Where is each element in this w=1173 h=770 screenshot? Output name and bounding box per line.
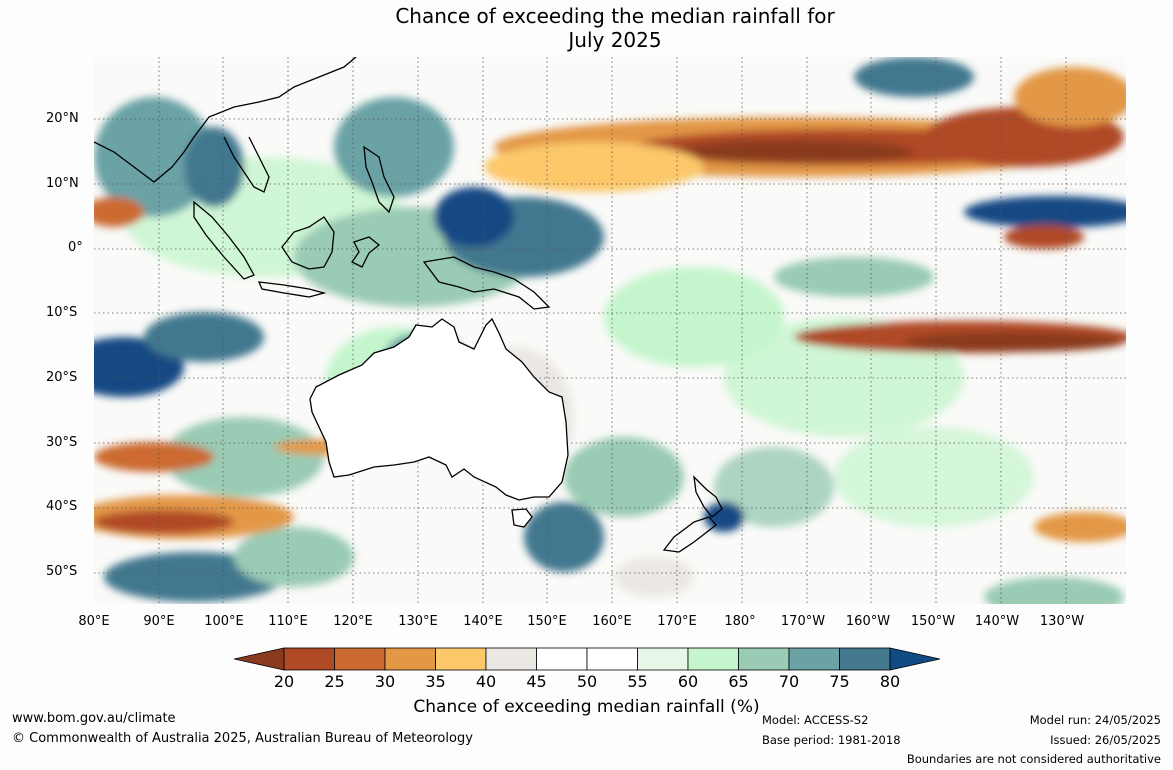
philippines-coastline [363, 145, 395, 214]
colorbar-segment [586, 647, 638, 671]
colorbar-segment [536, 647, 588, 671]
new-guinea-coastline [422, 256, 551, 310]
sulawesi-coastline [351, 236, 381, 268]
lon-label: 150°E [527, 614, 567, 629]
map-title: Chance of exceeding the median rainfall … [0, 4, 1173, 52]
lon-label: 140°E [463, 614, 503, 629]
colorbar-title: Chance of exceeding median rainfall (%) [413, 697, 760, 717]
base-period: Base period: 1981-2018 [762, 733, 901, 747]
lat-label: 20°S [46, 370, 78, 385]
colorbar-tick-label: 65 [728, 672, 749, 691]
colorbar-arrow-low [233, 647, 285, 671]
colorbar-tick-label: 55 [627, 672, 648, 691]
colorbar-segment [738, 647, 790, 671]
colorbar-tick-label: 25 [324, 672, 345, 691]
map-svg [94, 57, 1126, 604]
colorbar-tick-label: 75 [829, 672, 850, 691]
sumatra-coastline [193, 200, 255, 280]
colorbar-segment [788, 647, 840, 671]
colorbar-svg [233, 647, 941, 671]
lon-label: 180° [724, 614, 756, 629]
colorbar-tick-label: 80 [879, 672, 901, 691]
colorbar-tick-label: 35 [425, 672, 446, 691]
lon-label: 160°E [592, 614, 632, 629]
colorbar-segment [384, 647, 436, 671]
lon-label: 100°E [204, 614, 244, 629]
colorbar-segment [283, 647, 335, 671]
model-name: Model: ACCESS-S2 [762, 713, 869, 727]
lat-label: 40°S [46, 499, 78, 514]
tasmania-coastline [511, 508, 533, 528]
title-line-2: July 2025 [568, 28, 662, 52]
borneo-coastline [281, 216, 335, 270]
colorbar-tick-label: 45 [526, 672, 547, 691]
lon-label: 90°E [143, 614, 175, 629]
colorbar-segment [334, 647, 386, 671]
colorbar-tick-label: 20 [273, 672, 295, 691]
issued-date: Issued: 26/05/2025 [1050, 733, 1161, 747]
model-run: Model run: 24/05/2025 [1029, 713, 1161, 727]
copyright-text: © Commonwealth of Australia 2025, Austra… [12, 731, 473, 746]
rainfall-map [94, 57, 1126, 604]
colorbar-segment [435, 647, 487, 671]
lon-label: 130°E [398, 614, 438, 629]
lat-label: 20°N [46, 111, 79, 126]
colorbar-tick-label: 40 [475, 672, 497, 691]
lon-label: 170°W [780, 614, 826, 629]
lon-label: 150°W [910, 614, 956, 629]
lon-label: 120°E [333, 614, 373, 629]
colorbar-tick-label: 60 [677, 672, 699, 691]
disclaimer: Boundaries are not considered authoritat… [906, 752, 1161, 766]
lat-label: 10°S [46, 305, 78, 320]
australia-coastline [309, 317, 569, 501]
lat-label: 30°S [46, 435, 78, 450]
new-zealand-south-coastline [662, 516, 717, 553]
colorbar-arrow-high [889, 647, 941, 671]
colorbar-segment [687, 647, 739, 671]
lon-label: 110°E [268, 614, 308, 629]
colorbar-tick-label: 30 [374, 672, 396, 691]
lon-label: 160°W [845, 614, 891, 629]
colorbar-tick-label: 50 [576, 672, 598, 691]
new-zealand-north-coastline [693, 475, 723, 518]
colorbar-tick-label: 70 [778, 672, 800, 691]
lon-label: 80°E [78, 614, 110, 629]
coastlines [94, 57, 723, 553]
lat-label: 50°S [46, 564, 78, 579]
java-coastline [257, 281, 327, 298]
website-link[interactable]: www.bom.gov.au/climate [12, 711, 176, 726]
asia-mainland-coastline [94, 57, 357, 193]
title-line-1: Chance of exceeding the median rainfall … [395, 4, 835, 28]
lon-label: 130°W [1039, 614, 1085, 629]
lon-label: 140°W [974, 614, 1020, 629]
lat-label: 0° [68, 240, 83, 255]
graticule [94, 57, 1126, 604]
lat-label: 10°N [46, 176, 79, 191]
colorbar-segment [839, 647, 891, 671]
lon-label: 170°E [657, 614, 697, 629]
colorbar-segment [637, 647, 689, 671]
colorbar-segment [485, 647, 537, 671]
colorbar [233, 646, 941, 676]
